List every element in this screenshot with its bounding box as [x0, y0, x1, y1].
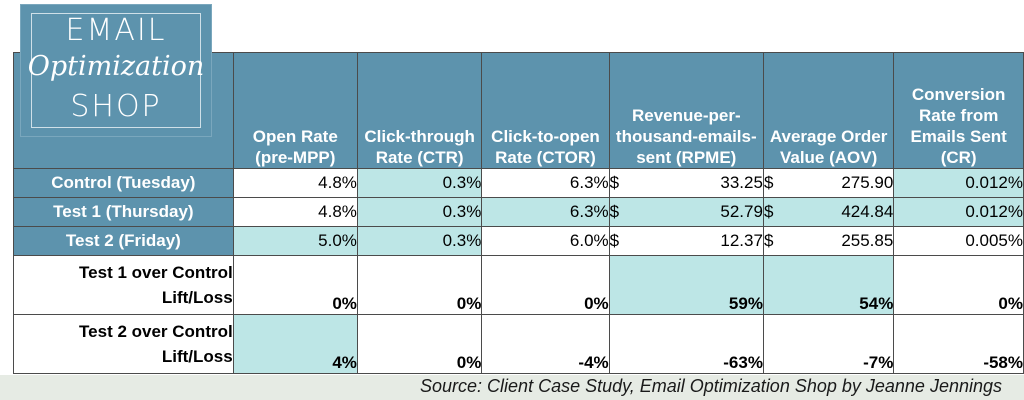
- cell-test2-aov: $255.85: [762, 226, 895, 256]
- rpme-value: 52.79: [720, 202, 763, 221]
- lift-test1-cr: 0%: [893, 255, 1024, 315]
- lift-test2-cr: -58%: [893, 314, 1024, 374]
- footer-bar: Source: Client Case Study, Email Optimiz…: [0, 375, 1024, 400]
- logo-text-shop: SHOP: [70, 89, 162, 124]
- column-header-open-rate: Open Rate (pre-MPP): [232, 52, 358, 169]
- lift-test2-ctr: 0%: [356, 314, 483, 374]
- cell-test1-ctr: 0.3%: [356, 197, 483, 227]
- header-row: Open Rate (pre-MPP) Click-through Rate (…: [13, 52, 1024, 169]
- cell-test1-rpme: $52.79: [608, 197, 764, 227]
- row-label-control: Control (Tuesday): [13, 168, 234, 198]
- currency-symbol: $: [763, 173, 774, 192]
- row-label-test1: Test 1 (Thursday): [13, 197, 234, 227]
- cell-control-rpme: $33.25: [608, 168, 764, 198]
- email-test-results-table: Open Rate (pre-MPP) Click-through Rate (…: [13, 52, 1024, 374]
- lift-test1-open-rate: 0%: [232, 255, 358, 315]
- column-header-ctr: Click-through Rate (CTR): [356, 52, 483, 169]
- table-row-lift-test1: Test 1 over Control Lift/Loss 0% 0% 0% 5…: [13, 255, 1024, 315]
- lift-label-test1: Test 1 over Control Lift/Loss: [13, 255, 234, 315]
- cell-control-aov: $275.90: [762, 168, 895, 198]
- cell-test1-aov: $424.84: [762, 197, 895, 227]
- column-header-aov: Average Order Value (AOV): [762, 52, 895, 169]
- rpme-value: 12.37: [720, 231, 763, 250]
- lift-test2-rpme: -63%: [608, 314, 764, 374]
- cell-control-cr: 0.012%: [893, 168, 1024, 198]
- cell-control-ctor: 6.3%: [481, 168, 610, 198]
- lift-test2-open-rate: 4%: [232, 314, 358, 374]
- source-caption: Source: Client Case Study, Email Optimiz…: [420, 376, 1002, 396]
- lift-test1-aov: 54%: [762, 255, 895, 315]
- aov-value: 424.84: [841, 202, 894, 221]
- column-header-ctor: Click-to-open Rate (CTOR): [481, 52, 610, 169]
- lift-label-subtitle: Lift/Loss: [161, 347, 233, 366]
- lift-test1-rpme: 59%: [608, 255, 764, 315]
- cell-test1-ctor: 6.3%: [481, 197, 610, 227]
- lift-label-subtitle: Lift/Loss: [161, 288, 233, 307]
- row-label-test2: Test 2 (Friday): [13, 226, 234, 256]
- logo-text-email: EMAIL: [65, 13, 167, 48]
- aov-value: 275.90: [841, 173, 894, 192]
- lift-test2-ctor: -4%: [481, 314, 610, 374]
- email-optimization-shop-logo: EMAIL Optimization SHOP: [20, 4, 212, 137]
- cell-test2-open-rate: 5.0%: [232, 226, 358, 256]
- cell-test1-cr: 0.012%: [893, 197, 1024, 227]
- cell-test1-open-rate: 4.8%: [232, 197, 358, 227]
- table-row-lift-test2: Test 2 over Control Lift/Loss 4% 0% -4% …: [13, 314, 1024, 374]
- currency-symbol: $: [763, 231, 774, 250]
- cell-test2-rpme: $12.37: [608, 226, 764, 256]
- logo-frame: [31, 13, 201, 128]
- lift-test2-aov: -7%: [762, 314, 895, 374]
- lift-label-test2: Test 2 over Control Lift/Loss: [13, 314, 234, 374]
- lift-label-title: Test 1 over Control: [79, 263, 233, 282]
- currency-symbol: $: [763, 202, 774, 221]
- cell-test2-ctr: 0.3%: [356, 226, 483, 256]
- lift-test1-ctr: 0%: [356, 255, 483, 315]
- lift-label-title: Test 2 over Control: [79, 322, 233, 341]
- cell-control-ctr: 0.3%: [356, 168, 483, 198]
- column-header-cr: Conversion Rate from Emails Sent (CR): [893, 52, 1024, 169]
- rpme-value: 33.25: [720, 173, 763, 192]
- logo-text-optimization: Optimization: [27, 51, 205, 82]
- cell-test2-ctor: 6.0%: [481, 226, 610, 256]
- currency-symbol: $: [609, 202, 620, 221]
- currency-symbol: $: [609, 231, 620, 250]
- column-header-rpme: Revenue-per-thousand-emails-sent (RPME): [608, 52, 764, 169]
- table-row-test1: Test 1 (Thursday) 4.8% 0.3% 6.3% $52.79 …: [13, 197, 1024, 227]
- table-row-test2: Test 2 (Friday) 5.0% 0.3% 6.0% $12.37 $2…: [13, 226, 1024, 256]
- lift-test1-ctor: 0%: [481, 255, 610, 315]
- currency-symbol: $: [609, 173, 620, 192]
- cell-test2-cr: 0.005%: [893, 226, 1024, 256]
- aov-value: 255.85: [841, 231, 894, 250]
- cell-control-open-rate: 4.8%: [232, 168, 358, 198]
- table-row-control: Control (Tuesday) 4.8% 0.3% 6.3% $33.25 …: [13, 168, 1024, 198]
